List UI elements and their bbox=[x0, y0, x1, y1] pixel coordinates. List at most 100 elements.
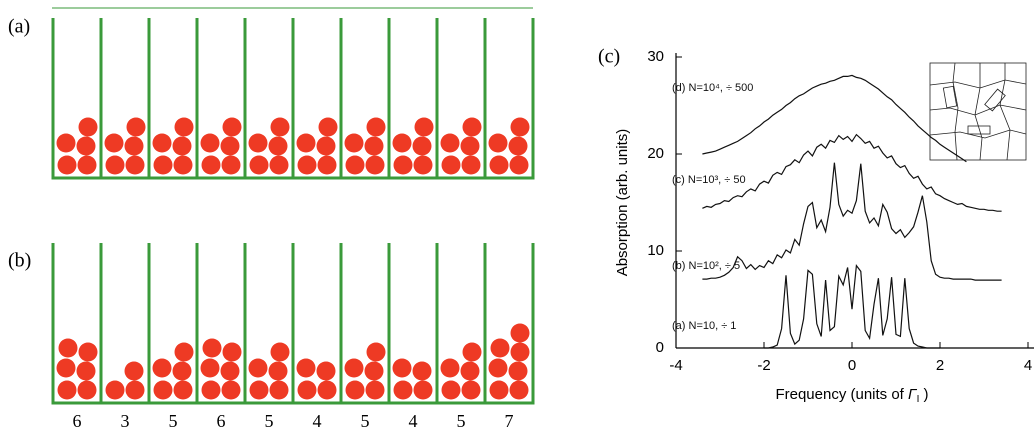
ball bbox=[489, 134, 508, 153]
ball bbox=[511, 324, 530, 343]
ball bbox=[58, 156, 77, 175]
ball bbox=[221, 137, 240, 156]
ball-group bbox=[153, 343, 194, 400]
ball bbox=[77, 362, 96, 381]
ball-group bbox=[345, 118, 386, 175]
ball bbox=[510, 381, 529, 400]
ball bbox=[105, 134, 124, 153]
ball bbox=[154, 156, 173, 175]
x-tick-label: 2 bbox=[936, 357, 944, 374]
ball bbox=[270, 156, 289, 175]
count-label: 3 bbox=[121, 411, 130, 431]
ball bbox=[393, 134, 412, 153]
ball bbox=[125, 362, 144, 381]
ball bbox=[394, 156, 413, 175]
ball-group bbox=[57, 118, 98, 175]
ball bbox=[126, 156, 145, 175]
ball bbox=[345, 134, 364, 153]
ball-group bbox=[106, 362, 145, 400]
ball bbox=[345, 359, 364, 378]
count-label: 4 bbox=[409, 411, 418, 431]
panel-label: (c) bbox=[598, 46, 620, 68]
count-label: 7 bbox=[505, 411, 514, 431]
ball-group bbox=[249, 118, 290, 175]
ball bbox=[201, 359, 220, 378]
count-label: 5 bbox=[457, 411, 466, 431]
ball bbox=[367, 343, 386, 362]
x-tick-label: -4 bbox=[669, 357, 682, 374]
ball bbox=[173, 362, 192, 381]
ball bbox=[442, 156, 461, 175]
ball-group bbox=[249, 343, 290, 400]
ball bbox=[415, 118, 434, 137]
ball bbox=[106, 381, 125, 400]
ball bbox=[174, 381, 193, 400]
count-label: 6 bbox=[73, 411, 82, 431]
ball bbox=[270, 381, 289, 400]
ball-group bbox=[153, 118, 194, 175]
ball bbox=[269, 362, 288, 381]
y-tick-label: 30 bbox=[647, 48, 664, 65]
spectrum-line bbox=[702, 135, 1001, 212]
ball-group bbox=[393, 118, 434, 175]
ball bbox=[153, 359, 172, 378]
ball bbox=[271, 118, 290, 137]
ball bbox=[318, 381, 337, 400]
ball-group bbox=[57, 339, 98, 400]
ball bbox=[174, 156, 193, 175]
y-tick-label: 0 bbox=[656, 339, 664, 356]
y-tick-label: 10 bbox=[647, 242, 664, 259]
ball bbox=[298, 381, 317, 400]
ball bbox=[365, 362, 384, 381]
ball bbox=[462, 381, 481, 400]
ball bbox=[414, 156, 433, 175]
spectrum-line bbox=[702, 163, 1001, 280]
ball bbox=[78, 156, 97, 175]
series-label: (c) N=10³, ÷ 50 bbox=[672, 174, 746, 186]
ball bbox=[393, 359, 412, 378]
ball-group bbox=[201, 118, 242, 175]
ball bbox=[173, 137, 192, 156]
x-tick-label: 4 bbox=[1024, 357, 1032, 374]
ball bbox=[79, 118, 98, 137]
ball bbox=[442, 381, 461, 400]
ball-group bbox=[201, 339, 242, 400]
ball bbox=[346, 381, 365, 400]
count-label: 5 bbox=[265, 411, 274, 431]
ball-group bbox=[345, 343, 386, 400]
ball bbox=[490, 381, 509, 400]
ball bbox=[317, 137, 336, 156]
ball bbox=[511, 118, 530, 137]
series-label: (a) N=10, ÷ 1 bbox=[672, 320, 736, 332]
ball bbox=[78, 381, 97, 400]
ball bbox=[77, 137, 96, 156]
count-label: 6 bbox=[217, 411, 226, 431]
ball bbox=[221, 362, 240, 381]
ball bbox=[153, 134, 172, 153]
ball bbox=[269, 137, 288, 156]
ball-group bbox=[489, 118, 530, 175]
x-axis-label-part: Frequency (units of bbox=[775, 386, 908, 403]
ball bbox=[127, 118, 146, 137]
ball bbox=[203, 339, 222, 358]
ball bbox=[271, 343, 290, 362]
ball bbox=[509, 137, 528, 156]
ball bbox=[413, 362, 432, 381]
ball bbox=[223, 118, 242, 137]
ball bbox=[413, 137, 432, 156]
ball bbox=[366, 156, 385, 175]
ball bbox=[126, 381, 145, 400]
figure: (a) (b) (c) 63565454570102030-4-2024Freq… bbox=[0, 0, 1034, 435]
ball bbox=[441, 134, 460, 153]
series-label: (b) N=10², ÷ 5 bbox=[672, 260, 740, 272]
ball bbox=[394, 381, 413, 400]
ball bbox=[463, 118, 482, 137]
panel-label: (b) bbox=[8, 250, 31, 272]
inset bbox=[930, 63, 1026, 160]
ball bbox=[462, 156, 481, 175]
x-axis-label-part: ) bbox=[919, 386, 928, 403]
ball bbox=[125, 137, 144, 156]
ball bbox=[57, 134, 76, 153]
spectrum-line bbox=[764, 266, 940, 348]
ball bbox=[250, 156, 269, 175]
